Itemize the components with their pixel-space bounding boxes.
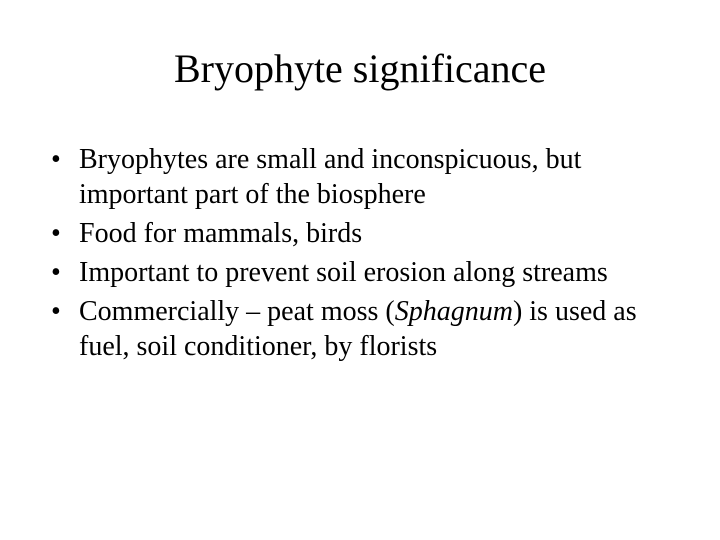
bullet-text: Important to prevent soil erosion along …	[79, 257, 608, 288]
list-item: Food for mammals, birds	[45, 216, 675, 251]
bullet-list: Bryophytes are small and inconspicuous, …	[45, 142, 675, 364]
bullet-text-prefix: Commercially – peat moss (	[79, 296, 395, 327]
slide-title: Bryophyte significance	[45, 45, 675, 92]
bullet-text: Bryophytes are small and inconspicuous, …	[79, 144, 581, 210]
bullet-text: Food for mammals, birds	[79, 218, 362, 249]
bullet-text-italic: Sphagnum	[395, 296, 513, 327]
list-item: Important to prevent soil erosion along …	[45, 255, 675, 290]
list-item: Commercially – peat moss (Sphagnum) is u…	[45, 294, 675, 364]
list-item: Bryophytes are small and inconspicuous, …	[45, 142, 675, 212]
